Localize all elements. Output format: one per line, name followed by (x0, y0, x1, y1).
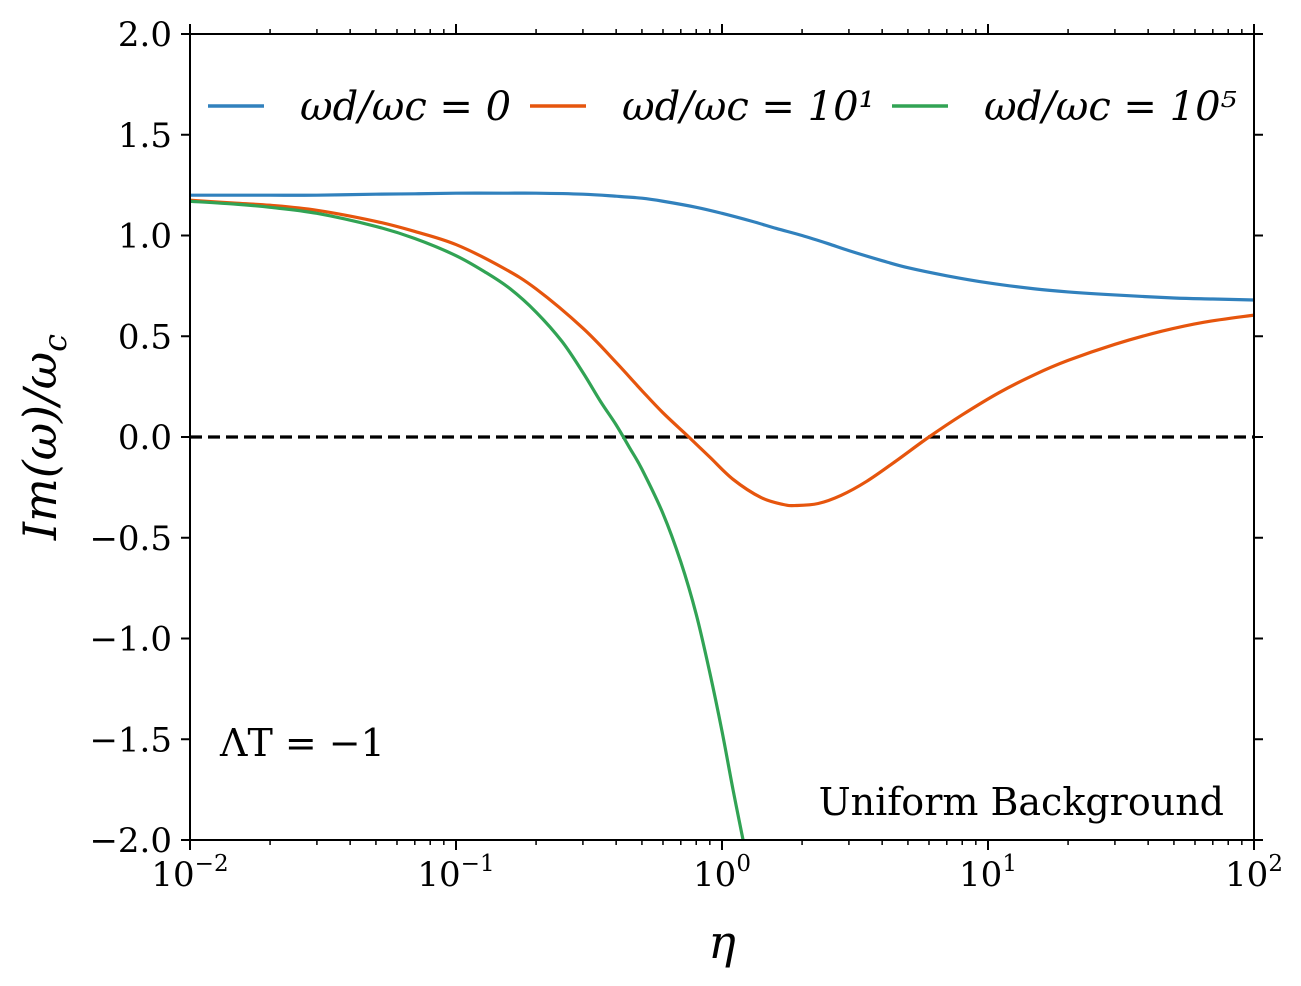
x-tick-label: 102 (1225, 851, 1283, 895)
axes-layer: 2.0 1.5 1.0 0.5 0.0 −0.5 −1.0 −1.5 −2.010−2 10−1 1… (89, 15, 1283, 895)
x-tick-label: 10−2 (151, 851, 228, 895)
series-line-1 (190, 191, 1254, 302)
y-axis-label: Im(ω)/ωc (13, 334, 74, 541)
x-axis-label: η (708, 915, 736, 969)
y-tick-label: 0.0 (118, 418, 172, 458)
y-tick-label: 1.0 (118, 217, 172, 257)
series-line-3 (190, 199, 745, 840)
x-tick-label: 100 (693, 851, 751, 895)
y-tick-label: 2.0 (118, 15, 172, 55)
y-tick-label: −1.5 (89, 720, 172, 760)
legend-label-2: ωd/ωc = 10¹ (622, 84, 875, 130)
y-tick-label: −1.0 (89, 620, 172, 660)
y-tick-label: 1.5 (118, 116, 172, 156)
series-line-2 (190, 198, 1254, 508)
x-tick-label: 10−1 (417, 851, 494, 895)
annotation-lambda: ΛT = −1 (219, 721, 385, 765)
y-tick-label: −0.5 (89, 519, 172, 559)
series-layer (190, 191, 1254, 840)
legend-label-1: ωd/ωc = 0 (300, 84, 511, 130)
y-tick-label: −2.0 (89, 821, 172, 861)
x-tick-label: 101 (959, 851, 1017, 895)
annotations: ΛT = −1 Uniform Background (219, 721, 1224, 824)
legend: ωd/ωc = 0 ωd/ωc = 10¹ ωd/ωc = 10⁵ (208, 84, 1237, 130)
annotation-background: Uniform Background (819, 780, 1224, 824)
axis-labels: η Im(ω)/ωc (13, 334, 736, 969)
y-tick-label: 0.5 (118, 317, 172, 357)
legend-label-3: ωd/ωc = 10⁵ (984, 84, 1237, 130)
